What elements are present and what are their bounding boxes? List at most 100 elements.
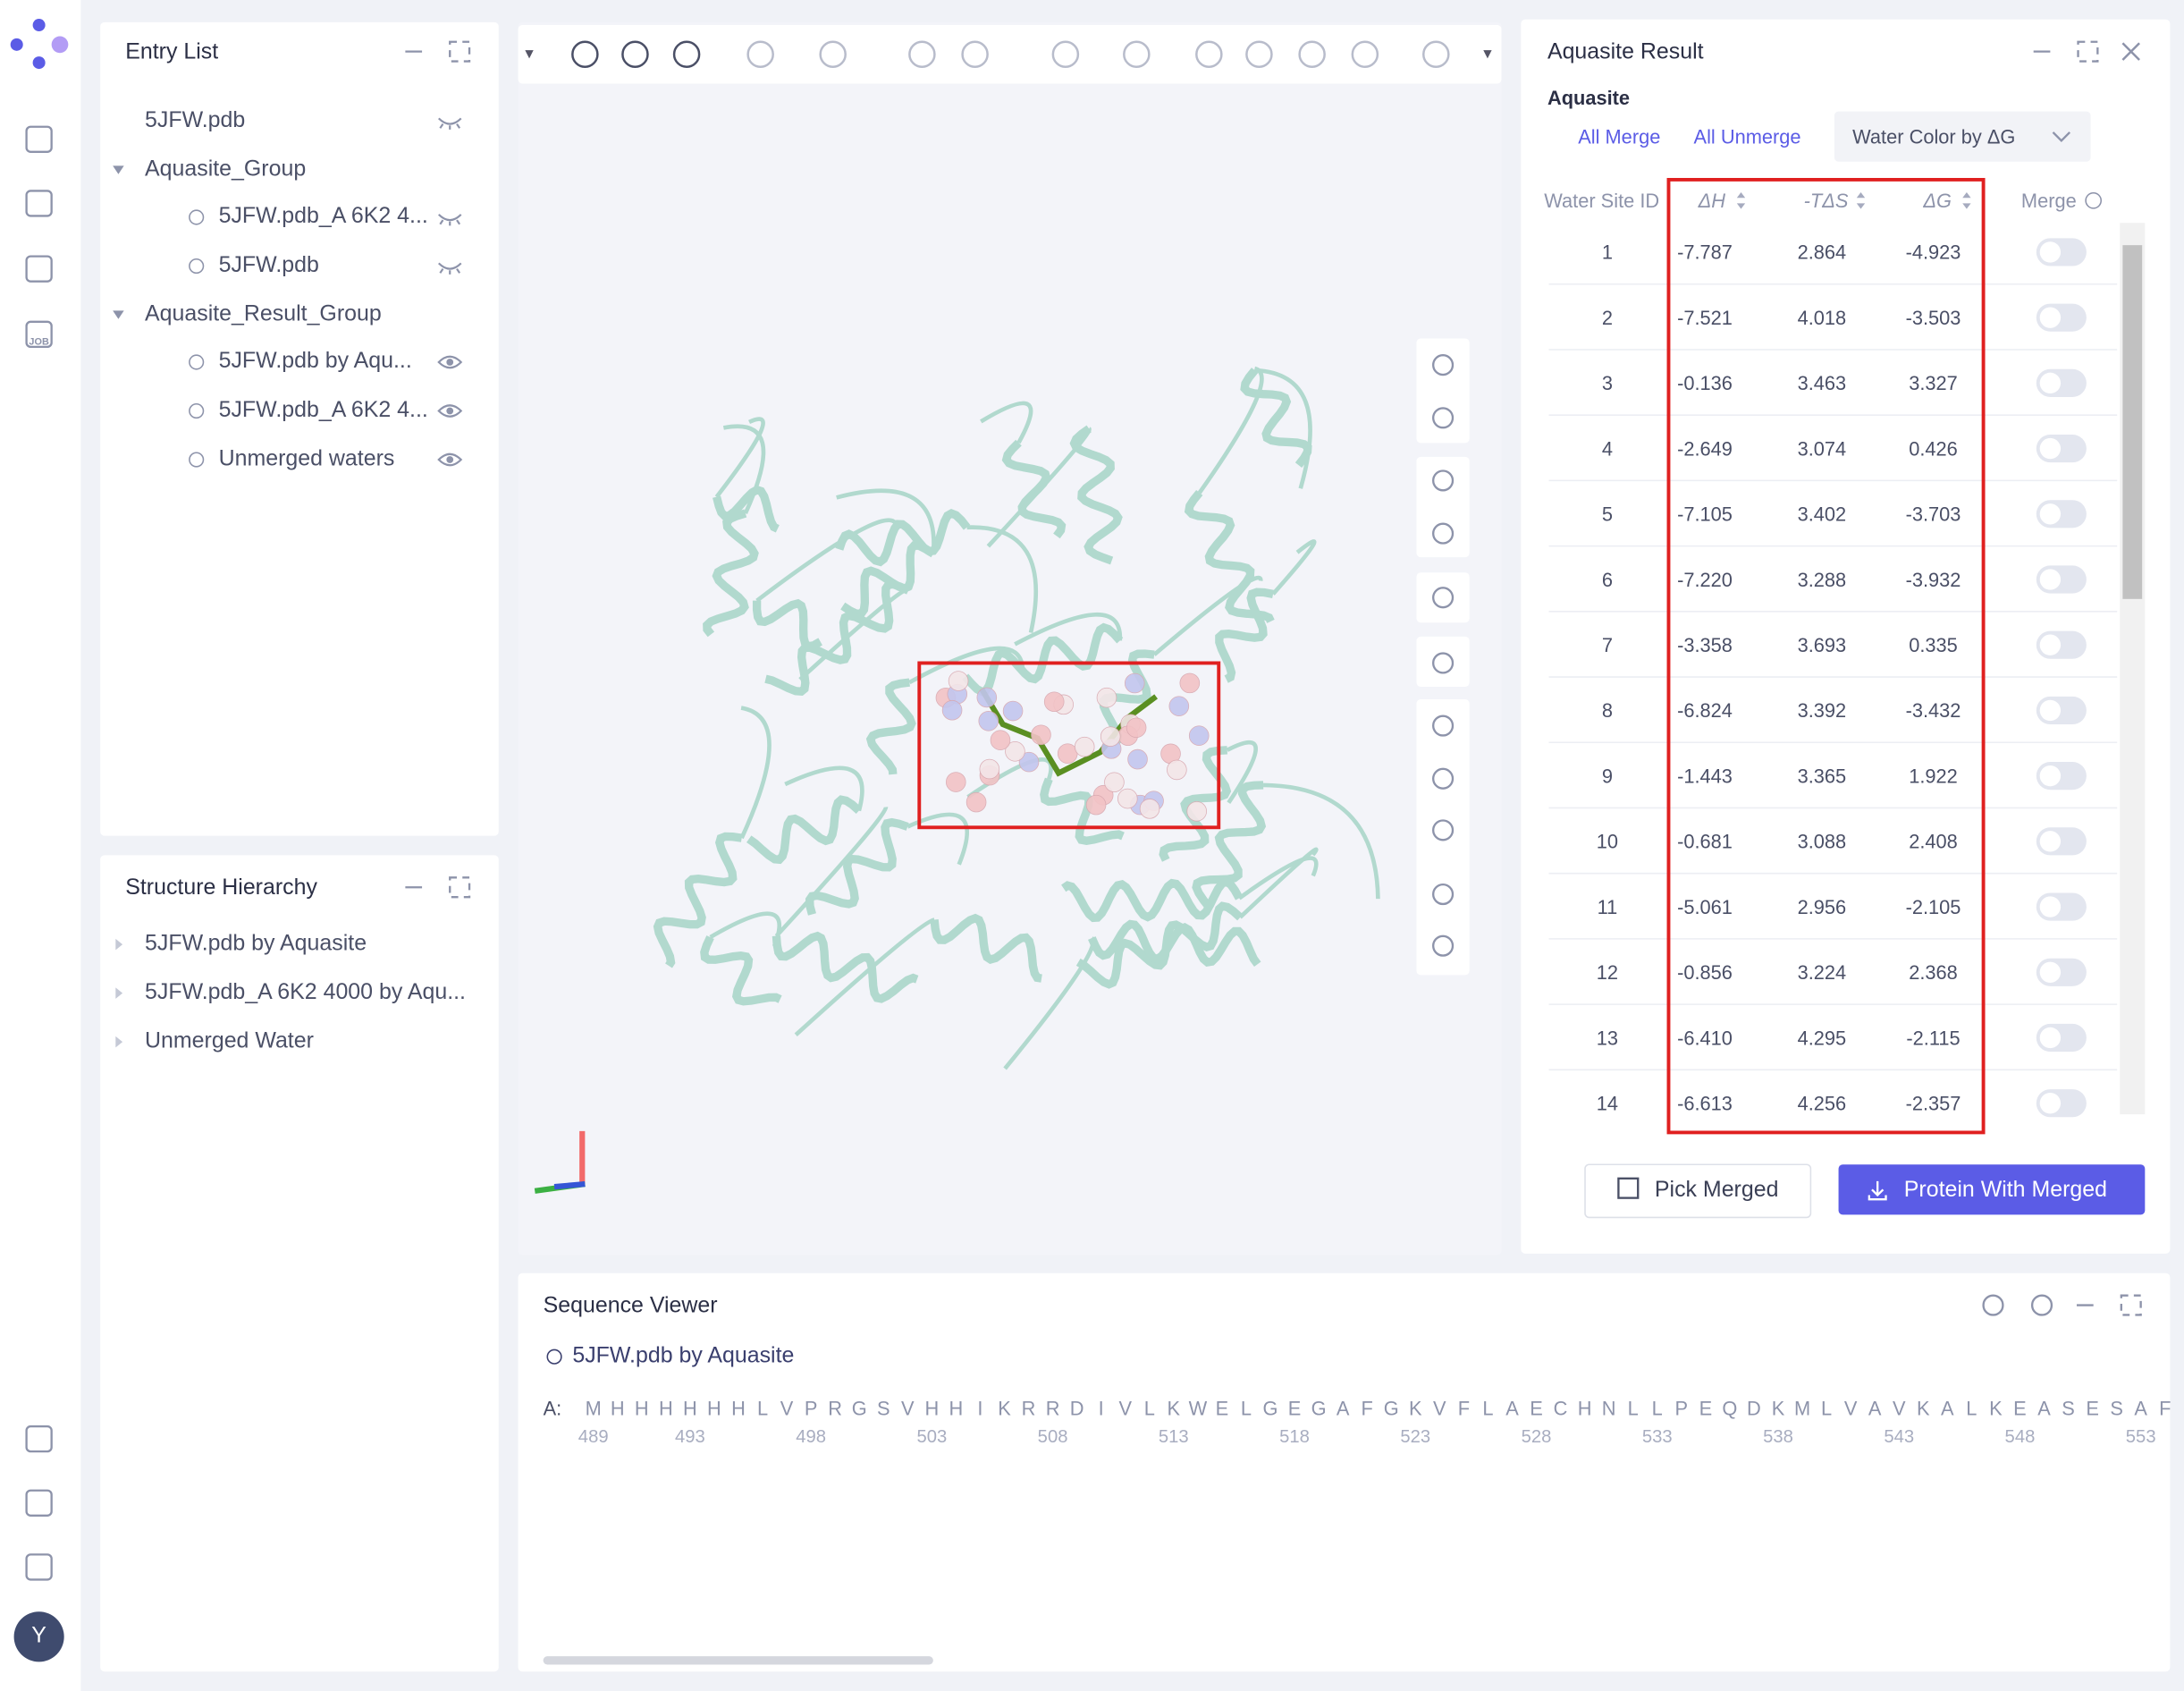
residue[interactable]: K <box>998 1397 1011 1420</box>
residue[interactable]: H <box>707 1397 721 1420</box>
tool-icon[interactable] <box>1351 40 1379 69</box>
entry-item[interactable]: 5JFW.pdb <box>145 108 246 132</box>
residue[interactable]: S <box>2062 1397 2075 1420</box>
tool-icon[interactable] <box>819 40 847 69</box>
tool-icon[interactable] <box>961 40 989 69</box>
residue[interactable]: E <box>1287 1397 1302 1420</box>
residue[interactable]: H <box>610 1397 625 1420</box>
residue[interactable]: K <box>1167 1397 1181 1420</box>
hierarchy-item[interactable]: 5JFW.pdb by Aquasite <box>145 932 367 956</box>
residue[interactable]: I <box>977 1397 983 1420</box>
residue[interactable]: L <box>1821 1397 1833 1420</box>
residue[interactable]: A <box>1941 1397 1954 1420</box>
view-tool[interactable] <box>1432 767 1455 790</box>
sidebar-icon[interactable] <box>25 320 53 349</box>
residue[interactable]: K <box>1917 1397 1930 1420</box>
sidebar-icon[interactable] <box>25 125 53 153</box>
view-tool[interactable] <box>1432 652 1455 674</box>
residue[interactable]: C <box>1553 1397 1568 1420</box>
seq-tool[interactable] <box>2030 1294 2053 1316</box>
scroll-thumb[interactable] <box>2122 245 2143 599</box>
entry-item[interactable]: 5JFW.pdb by Aqu... <box>218 349 412 374</box>
residue[interactable]: A <box>1505 1397 1519 1420</box>
residue[interactable]: E <box>1215 1397 1229 1420</box>
residue[interactable]: F <box>1457 1397 1471 1420</box>
residue[interactable]: L <box>1240 1397 1252 1420</box>
residue[interactable]: H <box>1577 1397 1592 1420</box>
tool-icon[interactable] <box>672 40 701 69</box>
hierarchy-item[interactable]: 5JFW.pdb_A 6K2 4000 by Aqu... <box>145 980 466 1005</box>
residue[interactable]: Q <box>1722 1397 1738 1420</box>
tool-icon[interactable] <box>1051 40 1080 69</box>
residue[interactable]: G <box>1311 1397 1327 1420</box>
view-tool[interactable] <box>1432 819 1455 841</box>
visibility[interactable] <box>437 355 463 369</box>
view-tool[interactable] <box>1432 934 1455 957</box>
button[interactable] <box>1584 1163 1812 1219</box>
residue[interactable]: V <box>780 1397 794 1420</box>
tool-icon[interactable] <box>621 40 649 69</box>
residue[interactable]: G <box>1383 1397 1399 1420</box>
residue[interactable]: E <box>1530 1397 1543 1420</box>
action-link[interactable]: All Unmerge <box>1693 125 1801 148</box>
residue[interactable]: W <box>1188 1397 1208 1420</box>
sidebar-icon[interactable] <box>25 1425 53 1453</box>
residue[interactable]: N <box>1601 1397 1616 1420</box>
seq-tool[interactable] <box>1982 1294 2004 1316</box>
residue[interactable]: A <box>1868 1397 1882 1420</box>
residue[interactable]: H <box>949 1397 964 1420</box>
residue[interactable]: K <box>1771 1397 1785 1420</box>
view-tool[interactable] <box>1432 883 1455 906</box>
entry-item[interactable]: 5JFW.pdb_A 6K2 4... <box>218 204 428 229</box>
tool-icon[interactable] <box>571 40 599 69</box>
residue[interactable]: L <box>1143 1397 1155 1420</box>
residue[interactable]: L <box>1651 1397 1663 1420</box>
view-tool[interactable] <box>1432 587 1455 609</box>
residue[interactable]: G <box>1262 1397 1278 1420</box>
residue[interactable]: R <box>1045 1397 1060 1420</box>
residue[interactable]: V <box>1843 1397 1858 1420</box>
residue[interactable]: I <box>1098 1397 1104 1420</box>
view-tool[interactable] <box>1432 407 1455 429</box>
residue[interactable]: S <box>876 1397 890 1420</box>
residue[interactable]: L <box>1627 1397 1639 1420</box>
button-label[interactable]: Protein With Merged <box>1903 1178 2108 1203</box>
residue[interactable]: V <box>1433 1397 1446 1420</box>
residue[interactable]: M <box>1793 1397 1811 1420</box>
residue[interactable]: G <box>851 1397 867 1420</box>
sidebar-icon[interactable] <box>25 1553 53 1581</box>
sort-icon[interactable] <box>1856 191 1866 209</box>
residue[interactable]: H <box>731 1397 746 1420</box>
tool-icon[interactable] <box>1422 40 1450 69</box>
caret[interactable] <box>113 165 124 174</box>
caret[interactable] <box>115 987 123 999</box>
primary-button[interactable] <box>1838 1164 2146 1215</box>
entry-item[interactable]: 5JFW.pdb <box>218 253 319 277</box>
tool-icon[interactable] <box>1195 40 1223 69</box>
visibility[interactable] <box>437 452 463 467</box>
close[interactable] <box>2121 42 2140 61</box>
visibility[interactable] <box>437 117 462 130</box>
residue[interactable]: V <box>1118 1397 1132 1420</box>
residue[interactable]: L <box>756 1397 769 1420</box>
tool-icon[interactable] <box>1298 40 1326 69</box>
residue[interactable]: M <box>585 1397 602 1420</box>
residue[interactable]: H <box>683 1397 697 1420</box>
residue[interactable]: L <box>1966 1397 1977 1420</box>
view-tool[interactable] <box>1432 469 1455 492</box>
residue[interactable]: D <box>1747 1397 1761 1420</box>
residue[interactable]: E <box>1699 1397 1713 1420</box>
entry-item[interactable]: 5JFW.pdb_A 6K2 4... <box>218 398 428 422</box>
caret[interactable] <box>115 938 123 951</box>
view-tool[interactable] <box>1432 522 1455 545</box>
sort-icon[interactable] <box>1736 191 1746 209</box>
residue[interactable]: F <box>2159 1397 2171 1420</box>
residue[interactable]: E <box>2013 1397 2027 1420</box>
caret[interactable] <box>115 1036 123 1048</box>
h-scrollbar[interactable] <box>543 1656 933 1665</box>
residue[interactable]: E <box>2086 1397 2099 1420</box>
action-link[interactable]: All Merge <box>1578 125 1661 148</box>
residue[interactable]: H <box>658 1397 673 1420</box>
residue[interactable]: A <box>2134 1397 2147 1420</box>
maximize[interactable] <box>449 876 471 899</box>
